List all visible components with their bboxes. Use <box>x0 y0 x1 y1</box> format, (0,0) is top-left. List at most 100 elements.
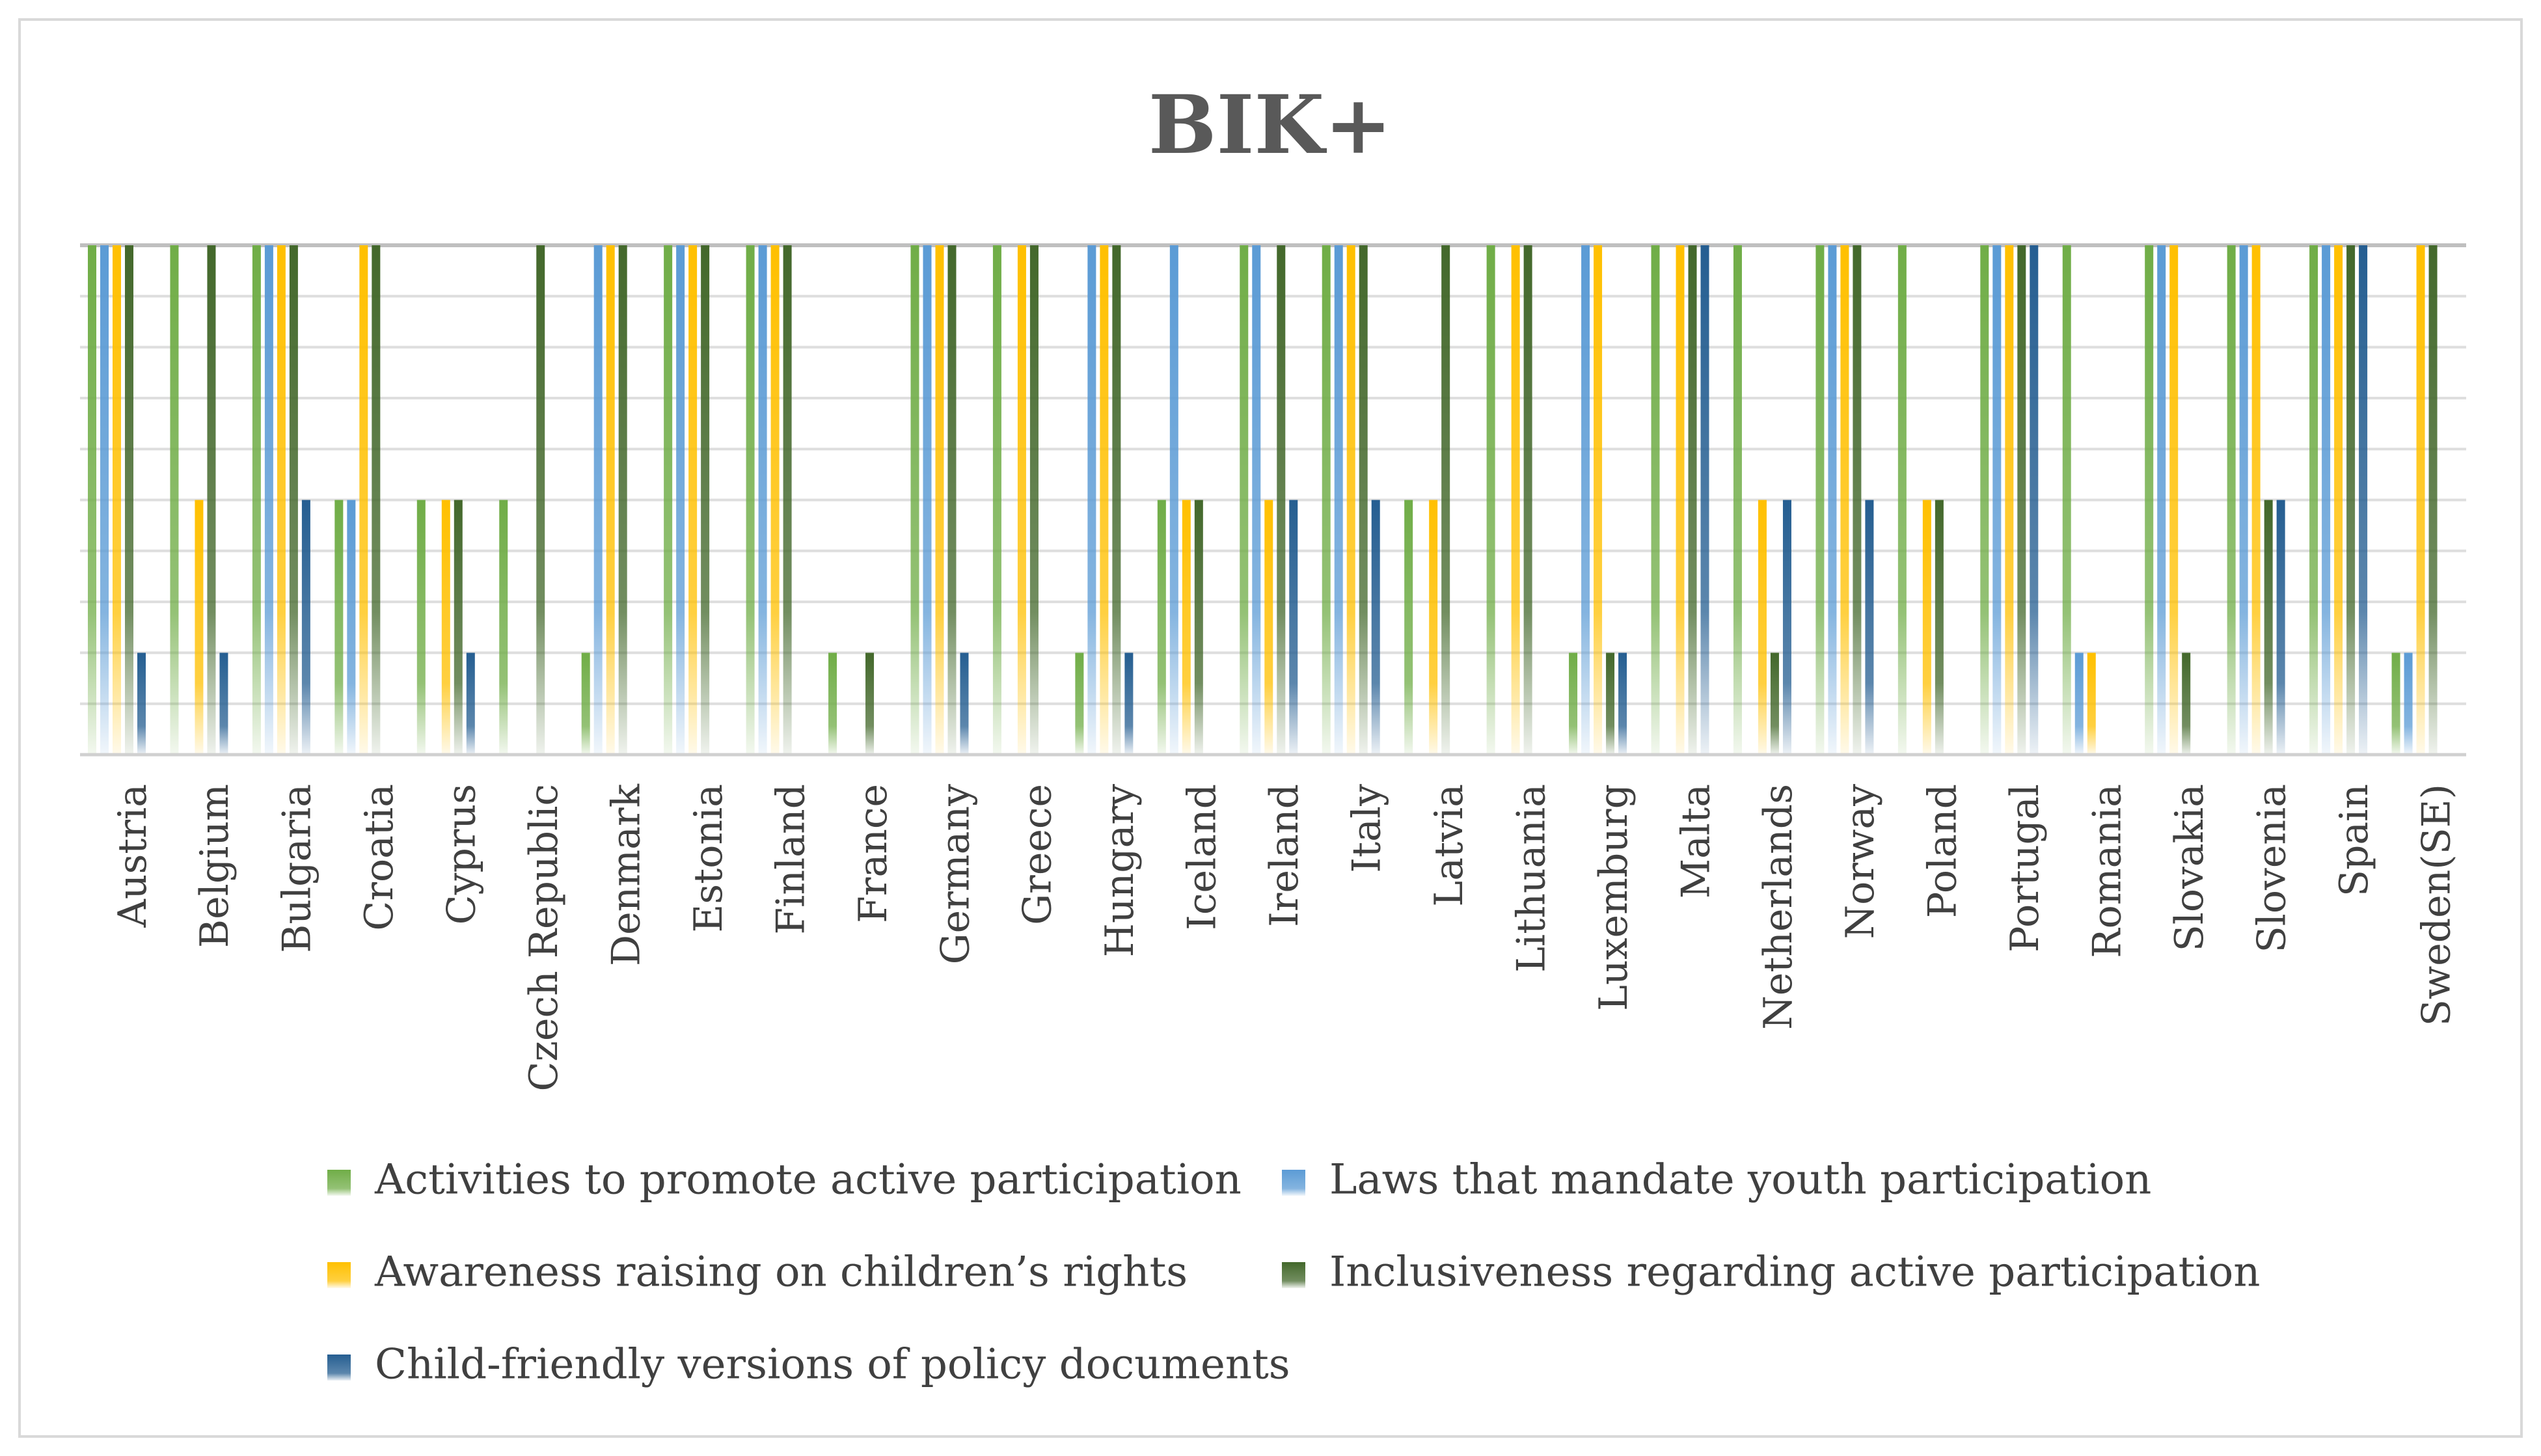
bars <box>88 245 2438 755</box>
bar-italy-series-4 <box>1359 245 1368 755</box>
tick-label-lithuania: Lithuania <box>1508 784 1554 973</box>
bar-sweden-se-series-3 <box>2416 245 2425 755</box>
bar-belgium-series-1 <box>170 245 179 755</box>
tick-label-norway: Norway <box>1838 784 1883 939</box>
bar-latvia-series-1 <box>1404 500 1413 755</box>
bar-italy-series-3 <box>1346 245 1355 755</box>
bar-greece-series-3 <box>1017 245 1026 755</box>
legend: Activities to promote active participati… <box>327 1156 2261 1389</box>
bar-netherlands-series-4 <box>1770 653 1779 755</box>
legend-key-4 <box>1282 1262 1305 1288</box>
bar-slovakia-series-2 <box>2157 245 2166 755</box>
tick-label-iceland: Iceland <box>1180 784 1225 930</box>
tick-label-sweden-se: Sweden(SE) <box>2413 784 2459 1026</box>
bar-portugal-series-3 <box>2005 245 2014 755</box>
bar-germany-series-5 <box>960 653 969 755</box>
bar-iceland-series-1 <box>1157 500 1166 755</box>
bar-hungary-series-2 <box>1087 245 1096 755</box>
bar-malta-series-1 <box>1651 245 1660 755</box>
bar-iceland-series-4 <box>1194 500 1203 755</box>
legend-key-2 <box>1282 1170 1305 1196</box>
bar-germany-series-2 <box>923 245 932 755</box>
bar-austria-series-4 <box>125 245 133 755</box>
bar-ireland-series-1 <box>1240 245 1249 755</box>
tick-label-spain: Spain <box>2331 784 2377 897</box>
bar-sweden-se-series-4 <box>2428 245 2438 755</box>
bar-iceland-series-3 <box>1182 500 1191 755</box>
bar-austria-series-5 <box>137 653 146 755</box>
bar-austria-series-2 <box>100 245 109 755</box>
bar-norway-series-1 <box>1815 245 1825 755</box>
bar-slovenia-series-1 <box>2227 245 2236 755</box>
tick-label-slovakia: Slovakia <box>2167 784 2212 951</box>
legend-key-3 <box>327 1262 351 1288</box>
bar-finland-series-2 <box>758 245 767 755</box>
bar-lithuania-series-4 <box>1523 245 1532 755</box>
bar-denmark-series-4 <box>618 245 627 755</box>
tick-label-netherlands: Netherlands <box>1756 784 1801 1030</box>
tick-label-poland: Poland <box>1920 784 1966 918</box>
tick-label-estonia: Estonia <box>686 784 731 932</box>
bar-portugal-series-4 <box>2017 245 2026 755</box>
bar-denmark-series-3 <box>606 245 615 755</box>
bar-finland-series-4 <box>783 245 792 755</box>
bar-luxemburg-series-1 <box>1569 653 1578 755</box>
bar-norway-series-5 <box>1865 500 1874 755</box>
bar-netherlands-series-1 <box>1733 245 1742 755</box>
bar-poland-series-4 <box>1935 500 1944 755</box>
bar-estonia-series-1 <box>664 245 673 755</box>
bar-luxemburg-series-3 <box>1594 245 1603 755</box>
bar-france-series-4 <box>865 653 875 755</box>
bar-belgium-series-5 <box>219 653 228 755</box>
bar-cyprus-series-4 <box>454 500 463 755</box>
bar-greece-series-4 <box>1029 245 1039 755</box>
bar-ireland-series-3 <box>1264 500 1273 755</box>
bar-slovakia-series-4 <box>2182 653 2191 755</box>
tick-label-latvia: Latvia <box>1426 784 1472 907</box>
bar-finland-series-3 <box>770 245 780 755</box>
bar-bulgaria-series-3 <box>277 245 286 755</box>
bar-slovakia-series-3 <box>2169 245 2179 755</box>
bar-slovakia-series-1 <box>2145 245 2154 755</box>
tick-label-austria: Austria <box>110 784 156 928</box>
bar-iceland-series-2 <box>1169 245 1178 755</box>
legend-label-4: Inclusiveness regarding active participa… <box>1329 1248 2261 1297</box>
bar-norway-series-3 <box>1840 245 1849 755</box>
bar-latvia-series-3 <box>1429 500 1438 755</box>
bar-slovenia-series-3 <box>2251 245 2261 755</box>
bar-norway-series-2 <box>1828 245 1837 755</box>
bar-portugal-series-1 <box>1980 245 1989 755</box>
x-tick-labels: Austria Belgium Bulgaria Croatia Cyprus Czech… <box>110 783 2460 1091</box>
bar-cyprus-series-5 <box>466 653 475 755</box>
bar-spain-series-5 <box>2359 245 2368 755</box>
bar-czech-republic-series-4 <box>536 245 545 755</box>
bar-estonia-series-4 <box>701 245 710 755</box>
bar-slovenia-series-2 <box>2239 245 2248 755</box>
bar-bulgaria-series-4 <box>289 245 298 755</box>
bar-france-series-1 <box>828 653 837 755</box>
bar-luxemburg-series-4 <box>1606 653 1615 755</box>
tick-label-finland: Finland <box>768 784 813 934</box>
bar-slovenia-series-5 <box>2276 500 2285 755</box>
bar-poland-series-1 <box>1897 245 1907 755</box>
gridlines <box>80 243 2466 756</box>
bar-italy-series-5 <box>1371 500 1380 755</box>
bar-denmark-series-1 <box>581 653 590 755</box>
bar-malta-series-4 <box>1688 245 1697 755</box>
bar-malta-series-5 <box>1700 245 1709 755</box>
bar-germany-series-4 <box>947 245 957 755</box>
legend-label-1: Activities to promote active participati… <box>374 1156 1242 1204</box>
bar-bulgaria-series-1 <box>252 245 261 755</box>
legend-label-3: Awareness raising on children’s rights <box>374 1248 1188 1297</box>
chart-title: BIK+ <box>1148 78 1392 172</box>
bar-romania-series-3 <box>2087 653 2096 755</box>
tick-label-greece: Greece <box>1015 784 1061 925</box>
bar-ireland-series-2 <box>1252 245 1261 755</box>
tick-label-croatia: Croatia <box>357 784 402 931</box>
tick-label-germany: Germany <box>932 784 978 964</box>
legend-label-5: Child-friendly versions of policy docume… <box>375 1341 1290 1389</box>
bar-spain-series-4 <box>2346 245 2356 755</box>
bar-spain-series-2 <box>2322 245 2331 755</box>
bar-croatia-series-2 <box>347 500 356 755</box>
